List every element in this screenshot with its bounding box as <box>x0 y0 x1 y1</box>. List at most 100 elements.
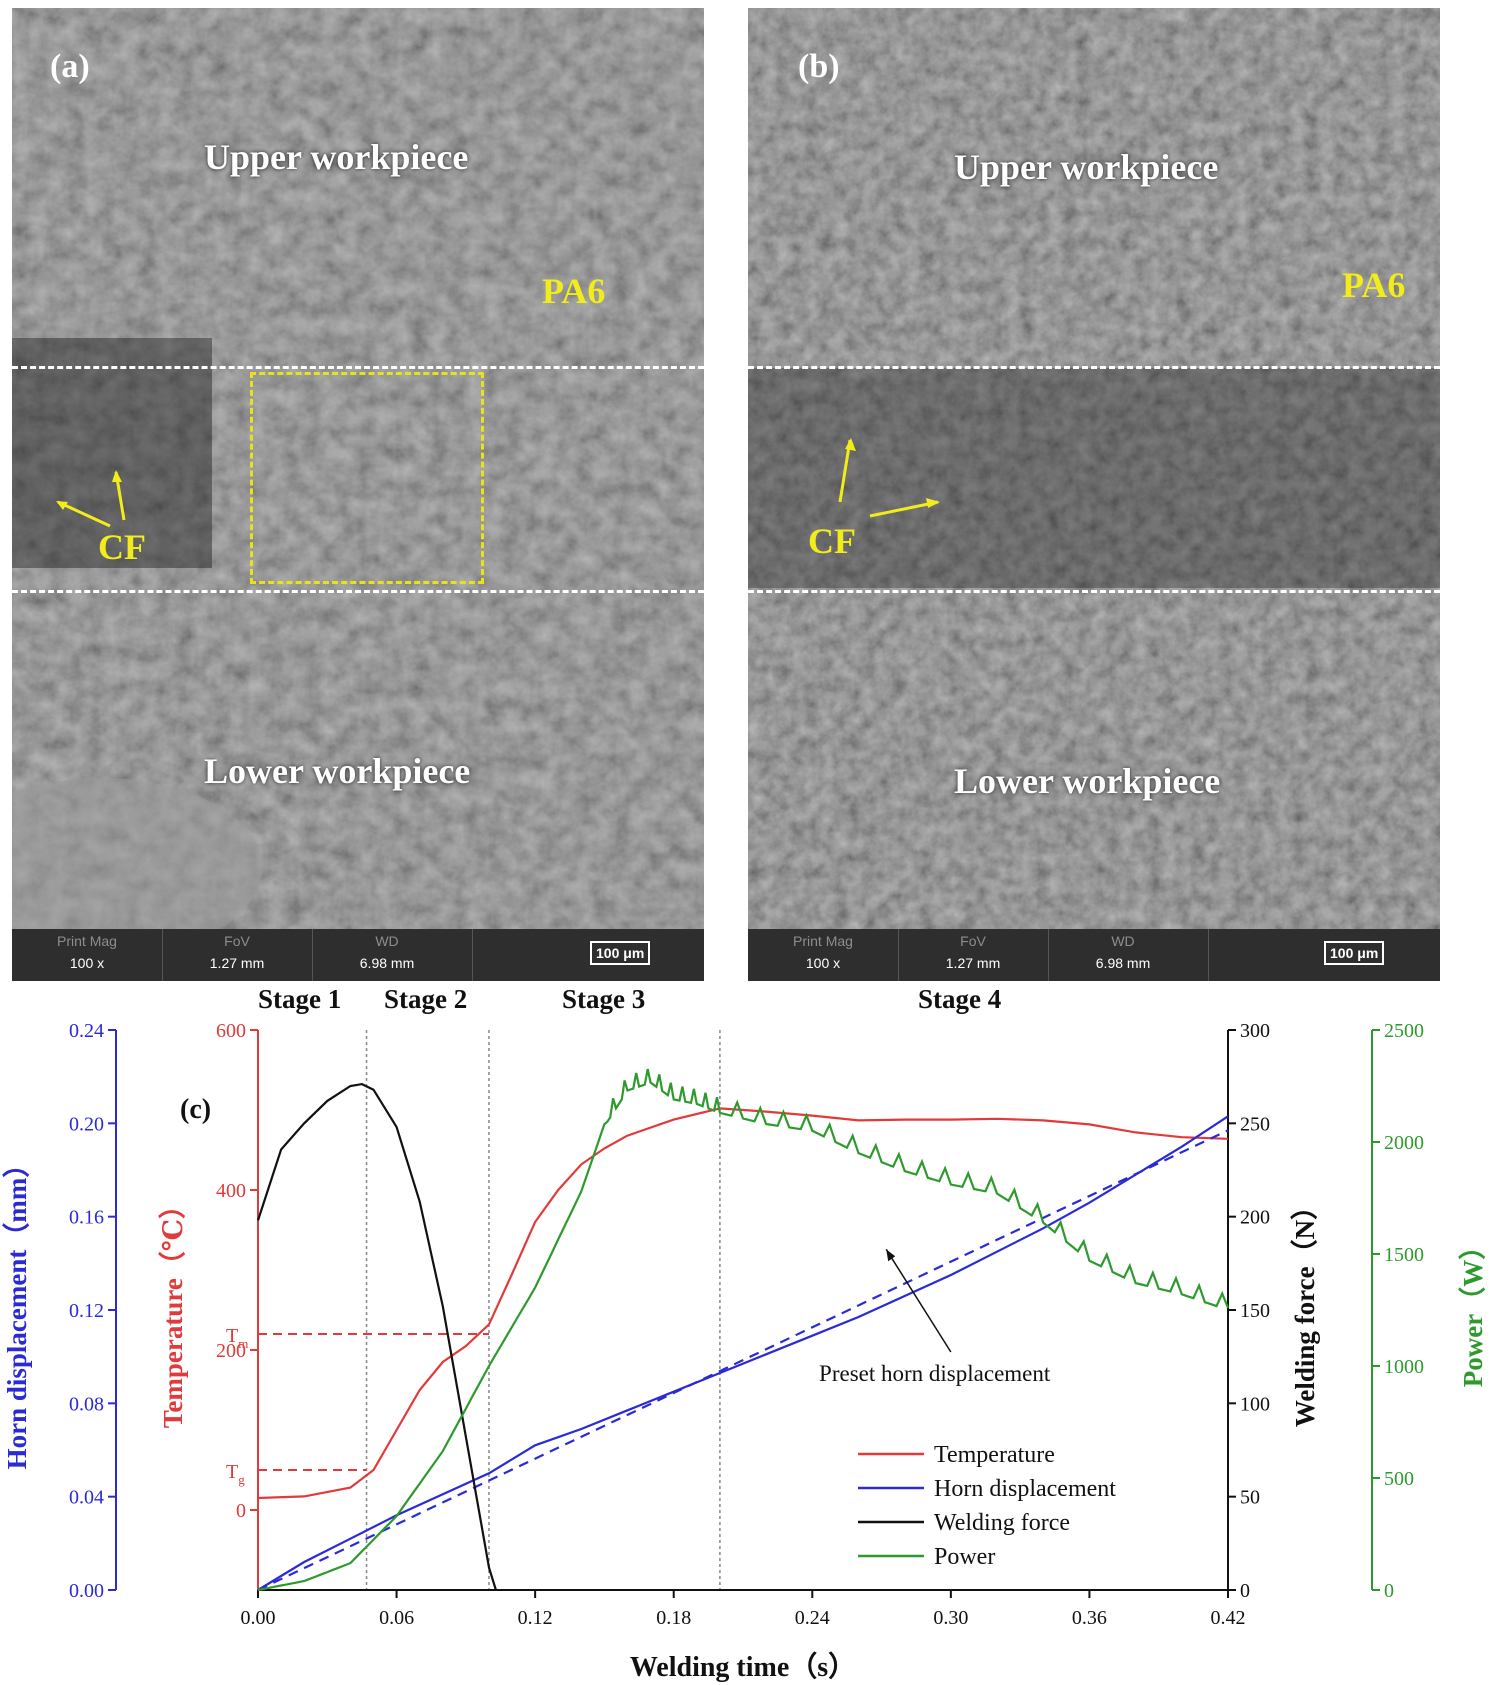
sem-panel-a: (a) Upper workpiece PA6 CF Lower workpie… <box>12 8 704 981</box>
mag-header: Print Mag <box>57 933 117 949</box>
lower-workpiece-label: Lower workpiece <box>204 751 471 791</box>
x-axis-title: Welding time（s） <box>630 1650 856 1683</box>
mag-cell: Print Mag 100 x <box>748 933 898 971</box>
wd-header: WD <box>375 933 399 949</box>
scale-bar: 100 μm <box>1324 941 1385 965</box>
x-tick-label: 0.30 <box>933 1607 968 1629</box>
fov-header: FoV <box>224 933 250 949</box>
force-tick-label: 300 <box>1240 1020 1270 1042</box>
welding-chart: 0.00 0.06 0.12 0.18 0.24 0.30 0.36 0.42 Welding … <box>2 1020 1488 1683</box>
bar-divider <box>472 929 473 981</box>
bar-divider <box>1208 929 1209 981</box>
power-tick-label: 2500 <box>1384 1020 1424 1042</box>
sem-panel-b: (b) Upper workpiece PA6 CF Lower workpie… <box>748 8 1440 981</box>
horn-tick-label: 0.00 <box>69 1580 104 1602</box>
interface-line-upper <box>12 366 704 369</box>
panel-label-a: (a) <box>50 48 90 85</box>
force-tick-label: 0 <box>1240 1580 1250 1602</box>
stage-label-4: Stage 4 <box>918 984 1002 1014</box>
horn-tick-label: 0.04 <box>69 1487 104 1509</box>
mag-value: 100 x <box>805 955 841 971</box>
interface-line-upper <box>748 366 1440 369</box>
horn-tick-label: 0.16 <box>69 1207 104 1229</box>
sem-texture-b <box>748 8 1440 929</box>
horn-tick-label: 0.20 <box>69 1113 104 1135</box>
series-horn-displacement <box>257 1115 1229 1591</box>
temperature-tick-label: 400 <box>216 1180 246 1202</box>
force-tick-label: 250 <box>1240 1113 1270 1135</box>
mag-cell: Print Mag 100 x <box>12 933 162 971</box>
legend-label-horn-displacement: Horn displacement <box>934 1476 1116 1502</box>
stage-label-3: Stage 3 <box>562 984 646 1014</box>
bar-divider <box>898 929 899 981</box>
sem-texture-a <box>12 8 704 929</box>
temperature-tick-label: 600 <box>216 1020 246 1042</box>
scale-bar: 100 μm <box>590 941 651 965</box>
x-tick-label: 0.06 <box>379 1607 414 1629</box>
x-tick-label: 0.42 <box>1211 1607 1246 1629</box>
series-preset-horn-displacement <box>257 1129 1229 1591</box>
temperature-axis-title: Temperature（℃） <box>158 1192 188 1428</box>
reference-label-tg: Tg <box>226 1461 245 1487</box>
series-power <box>257 1068 1230 1592</box>
panel-label-b: (b) <box>798 48 840 85</box>
bar-divider <box>162 929 163 981</box>
panel-label-c: (c) <box>180 1094 211 1125</box>
upper-workpiece-label: Upper workpiece <box>954 147 1219 187</box>
mag-value: 100 x <box>69 955 105 971</box>
stage-label-1: Stage 1 <box>258 984 342 1014</box>
pa6-label: PA6 <box>1342 265 1406 305</box>
horn-tick-label: 0.12 <box>69 1300 104 1322</box>
wd-value: 6.98 mm <box>1095 955 1151 971</box>
force-tick-label: 150 <box>1240 1300 1270 1322</box>
upper-workpiece-label: Upper workpiece <box>204 137 469 177</box>
fov-cell: FoV 1.27 mm <box>898 933 1048 971</box>
power-tick-label: 2000 <box>1384 1132 1424 1154</box>
interface-line-lower <box>12 590 704 593</box>
region-of-interest-box <box>250 372 484 584</box>
annotation-pointer <box>885 1248 952 1353</box>
cf-label: CF <box>98 527 146 567</box>
wd-header: WD <box>1111 933 1135 949</box>
fov-cell: FoV 1.27 mm <box>162 933 312 971</box>
annotation-text: Preset horn displacement <box>819 1361 1051 1386</box>
power-tick-label: 1000 <box>1384 1356 1424 1378</box>
fov-value: 1.27 mm <box>209 955 265 971</box>
wd-cell: WD 6.98 mm <box>1048 933 1198 971</box>
legend-label-power: Power <box>934 1544 995 1570</box>
power-tick-label: 0 <box>1384 1580 1394 1602</box>
series-temperature <box>257 1107 1229 1500</box>
sem-info-bar: Print Mag 100 x FoV 1.27 mm WD 6.98 mm 1… <box>12 929 704 981</box>
cf-arrows-a <box>56 470 126 528</box>
x-tick-label: 0.36 <box>1072 1607 1107 1629</box>
stage-label-2: Stage 2 <box>384 984 468 1014</box>
cf-arrows-b <box>838 438 940 518</box>
horn-tick-label: 0.08 <box>69 1393 104 1415</box>
power-axis-title: Power（W） <box>1458 1233 1488 1387</box>
wd-cell: WD 6.98 mm <box>312 933 462 971</box>
fov-value: 1.27 mm <box>945 955 1001 971</box>
force-tick-label: 200 <box>1240 1207 1270 1229</box>
x-tick-label: 0.18 <box>656 1607 691 1629</box>
x-tick-label: 0.00 <box>241 1607 276 1629</box>
cf-label: CF <box>808 521 856 561</box>
lower-workpiece-label: Lower workpiece <box>954 761 1221 801</box>
temperature-tick-label: 0 <box>236 1500 246 1522</box>
horn-axis-title: Horn displacement（mm） <box>2 1151 32 1470</box>
horn-tick-label: 0.24 <box>69 1020 104 1042</box>
interface-line-lower <box>748 590 1440 593</box>
force-tick-label: 100 <box>1240 1393 1270 1415</box>
x-tick-label: 0.12 <box>518 1607 553 1629</box>
annotation-arrowhead <box>886 1249 896 1262</box>
legend-label-welding-force: Welding force <box>934 1510 1070 1536</box>
sem-info-bar: Print Mag 100 x FoV 1.27 mm WD 6.98 mm 1… <box>748 929 1440 981</box>
fov-header: FoV <box>960 933 986 949</box>
legend-label-temperature: Temperature <box>934 1442 1055 1468</box>
x-tick-label: 0.24 <box>795 1607 830 1629</box>
reference-label-tm: Tm <box>226 1325 248 1351</box>
temperature-tick-label: 200 <box>216 1340 246 1362</box>
bar-divider <box>312 929 313 981</box>
wd-value: 6.98 mm <box>359 955 415 971</box>
power-tick-label: 500 <box>1384 1468 1414 1490</box>
mag-header: Print Mag <box>793 933 853 949</box>
